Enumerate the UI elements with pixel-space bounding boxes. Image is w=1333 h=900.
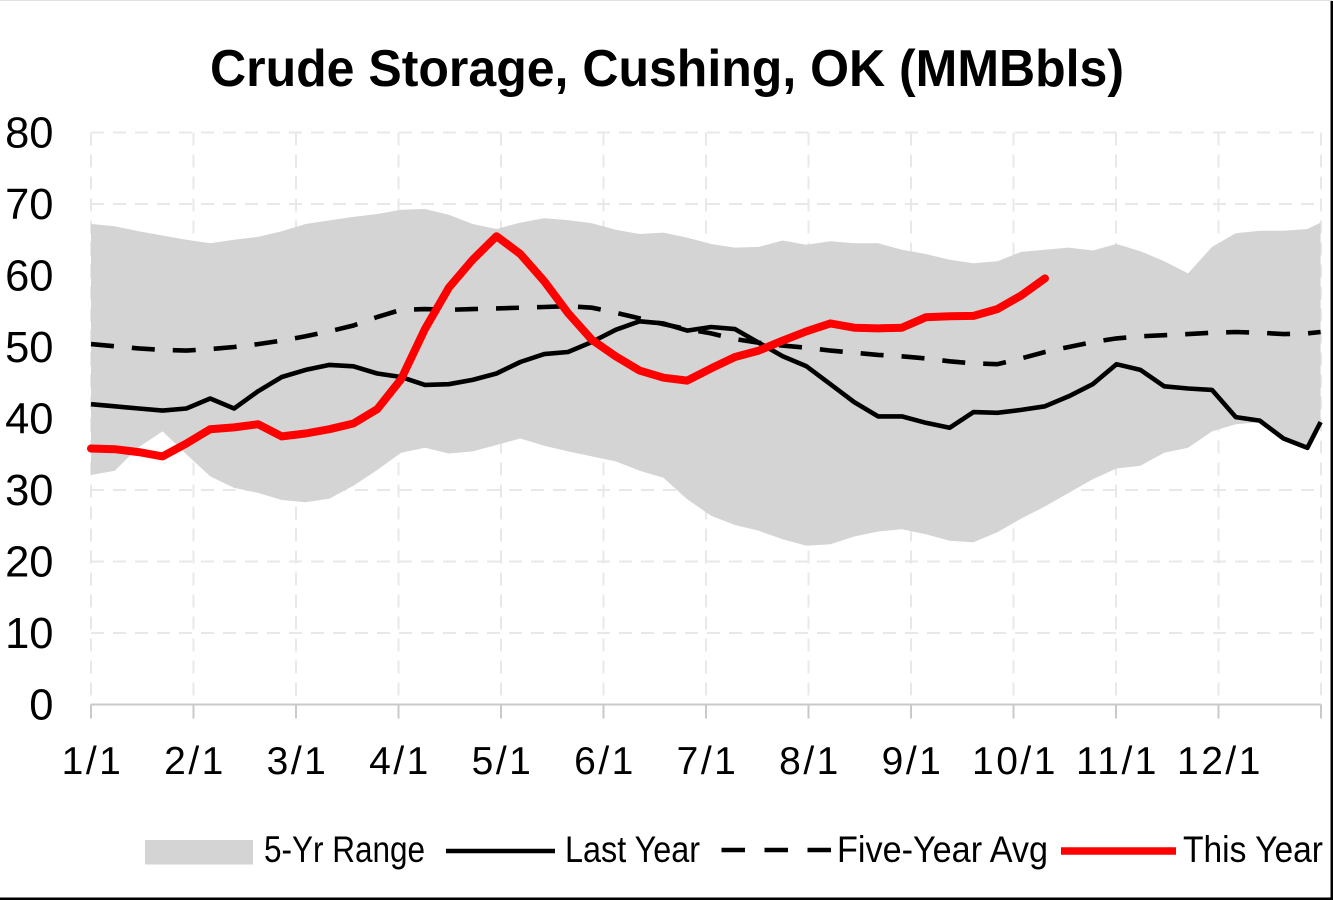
svg-text:40: 40 [5, 396, 53, 444]
svg-text:5-Yr Range: 5-Yr Range [264, 829, 425, 870]
svg-text:6/1: 6/1 [574, 740, 636, 783]
svg-text:11/1: 11/1 [1076, 740, 1159, 783]
svg-text:0: 0 [29, 682, 53, 730]
svg-text:9/1: 9/1 [882, 740, 944, 783]
svg-text:80: 80 [5, 110, 53, 158]
svg-text:4/1: 4/1 [369, 740, 431, 783]
svg-text:30: 30 [5, 467, 53, 515]
svg-text:70: 70 [5, 181, 53, 229]
svg-text:Five-Year Avg: Five-Year Avg [837, 829, 1048, 870]
svg-text:This Year: This Year [1183, 829, 1323, 870]
svg-text:10: 10 [5, 610, 53, 658]
svg-text:Last Year: Last Year [565, 829, 700, 870]
svg-text:7/1: 7/1 [677, 740, 739, 783]
svg-text:50: 50 [5, 324, 53, 372]
svg-text:1/1: 1/1 [62, 740, 124, 783]
svg-text:10/1: 10/1 [972, 740, 1058, 783]
svg-text:2/1: 2/1 [164, 740, 226, 783]
svg-text:20: 20 [5, 539, 53, 587]
svg-text:5/1: 5/1 [472, 740, 534, 783]
svg-text:60: 60 [5, 253, 53, 301]
svg-text:Crude Storage, Cushing, OK (MM: Crude Storage, Cushing, OK (MMBbls) [210, 40, 1124, 98]
svg-text:8/1: 8/1 [779, 740, 841, 783]
svg-text:12/1: 12/1 [1177, 740, 1263, 783]
svg-text:3/1: 3/1 [267, 740, 329, 783]
